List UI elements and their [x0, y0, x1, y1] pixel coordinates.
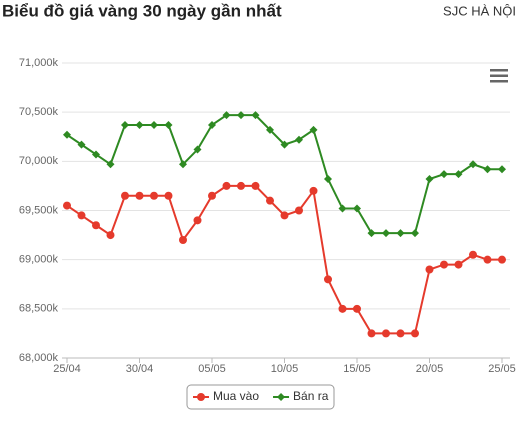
legend-label: Mua vào	[213, 389, 259, 403]
point	[396, 329, 405, 338]
x-tick-label: 30/04	[126, 363, 154, 375]
point	[135, 120, 144, 129]
legend-label: Bán ra	[293, 389, 329, 403]
point	[309, 125, 318, 134]
legend-item[interactable]: Bán ra	[273, 389, 329, 403]
point	[454, 260, 463, 269]
point	[77, 211, 86, 220]
point	[280, 140, 289, 149]
point	[353, 204, 361, 213]
point	[222, 181, 231, 190]
point	[179, 160, 187, 169]
point	[121, 191, 129, 200]
point	[150, 191, 158, 200]
point	[396, 229, 405, 238]
point	[440, 260, 448, 269]
point	[338, 204, 347, 213]
point	[222, 111, 231, 120]
legend-marker	[197, 393, 205, 401]
point	[164, 120, 173, 129]
point	[208, 191, 216, 200]
menu-bar	[490, 69, 508, 72]
point	[483, 165, 492, 174]
point	[77, 140, 86, 149]
x-tick-label: 25/05	[488, 363, 516, 375]
point	[92, 150, 100, 159]
menu-bar	[490, 74, 508, 77]
point	[309, 186, 318, 195]
chart-title: Biểu đồ giá vàng 30 ngày gần nhất	[2, 1, 282, 20]
point	[411, 329, 419, 338]
point	[367, 229, 376, 238]
x-tick-label: 15/05	[343, 363, 371, 375]
point	[338, 304, 347, 313]
point	[135, 191, 144, 200]
point	[193, 145, 202, 154]
point	[106, 231, 115, 240]
source-label: SJC HÀ NỘI	[443, 3, 516, 18]
point	[63, 201, 71, 210]
point	[295, 135, 303, 144]
point	[92, 221, 100, 230]
point	[425, 265, 434, 274]
x-tick-label: 20/05	[416, 363, 444, 375]
menu-icon[interactable]	[490, 69, 508, 83]
point	[367, 329, 376, 338]
point	[382, 229, 390, 238]
point	[193, 216, 202, 225]
point	[179, 236, 187, 244]
x-tick-label: 10/05	[271, 363, 299, 375]
point	[150, 120, 158, 129]
y-tick-label: 70,500k	[19, 106, 59, 118]
point	[237, 181, 245, 190]
point	[63, 130, 71, 139]
legend-item[interactable]: Mua vào	[193, 389, 259, 403]
point	[353, 304, 361, 313]
y-tick-label: 69,000k	[19, 254, 59, 266]
point	[324, 175, 332, 184]
point	[469, 250, 477, 259]
point	[324, 275, 332, 284]
point	[121, 120, 129, 129]
point	[280, 211, 289, 220]
y-tick-label: 68,000k	[19, 352, 59, 364]
point	[498, 165, 506, 174]
y-tick-label: 70,000k	[19, 155, 59, 167]
point	[498, 255, 506, 264]
legend-marker	[277, 393, 286, 401]
point	[164, 191, 173, 200]
point	[251, 111, 260, 120]
point	[382, 329, 390, 338]
y-tick-label: 68,500k	[19, 303, 59, 315]
point	[251, 181, 260, 190]
y-tick-label: 71,000k	[19, 57, 59, 69]
point	[469, 160, 477, 169]
point	[106, 160, 115, 169]
point	[440, 170, 448, 179]
legend-box	[186, 384, 335, 410]
point	[208, 120, 216, 129]
point	[411, 229, 419, 238]
point	[266, 196, 274, 205]
x-tick-label: 05/05	[198, 363, 226, 375]
point	[454, 170, 463, 179]
y-tick-label: 69,500k	[19, 204, 59, 216]
point	[425, 175, 434, 184]
point	[483, 255, 492, 264]
point	[266, 125, 274, 134]
point	[295, 206, 303, 215]
x-tick-label: 25/04	[53, 363, 81, 375]
menu-bar	[490, 80, 508, 83]
point	[237, 111, 245, 120]
